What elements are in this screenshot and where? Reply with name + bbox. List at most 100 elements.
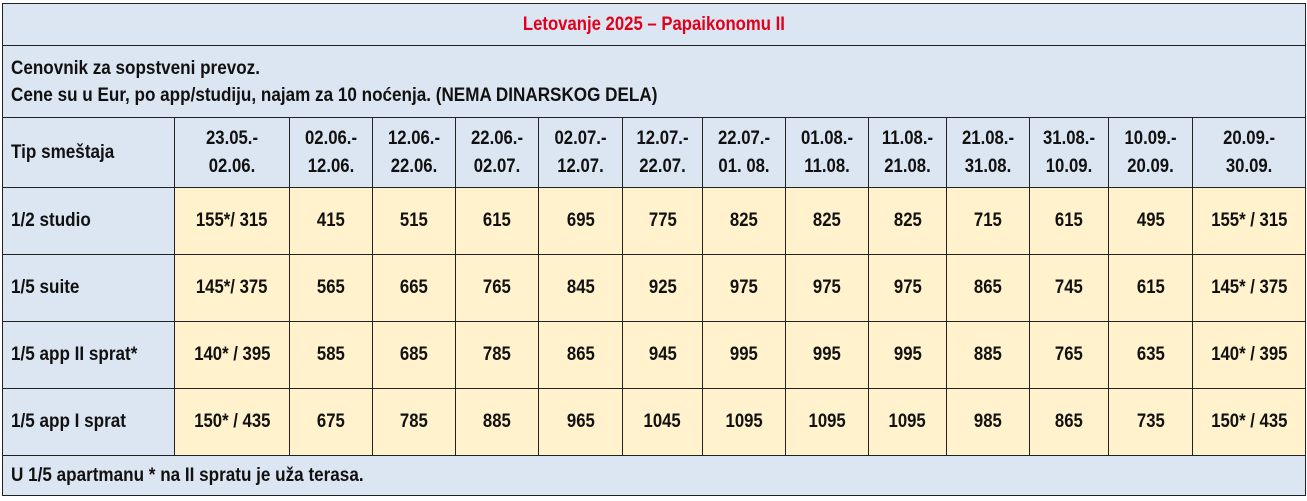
price-cell: 615 xyxy=(1108,254,1193,322)
price-cell: 765 xyxy=(455,254,539,322)
period-start: 11.08.- xyxy=(881,127,934,149)
price-cell: 785 xyxy=(455,321,539,389)
price-value: 515 xyxy=(400,210,428,231)
column-header-period: 02.07.- 12.07. xyxy=(538,117,623,188)
price-value: 885 xyxy=(483,411,511,432)
price-value: 825 xyxy=(893,210,922,231)
period-end: 10.09. xyxy=(1045,155,1093,177)
price-value: 995 xyxy=(813,344,841,365)
price-cell: 975 xyxy=(702,254,786,322)
accommodation-type: 1/2 studio xyxy=(2,187,175,255)
price-cell: 825 xyxy=(785,187,869,255)
price-cell: 965 xyxy=(538,388,623,456)
column-header-period: 10.09.- 20.09. xyxy=(1108,117,1193,188)
accommodation-type: 1/5 app I sprat xyxy=(2,388,175,456)
price-value: 845 xyxy=(566,277,595,298)
price-value: 615 xyxy=(1055,210,1083,231)
price-value: 1045 xyxy=(643,411,682,432)
price-value: 665 xyxy=(400,277,428,298)
column-header-period: 11.08.- 21.08. xyxy=(868,117,947,188)
price-value: 495 xyxy=(1136,210,1165,231)
period-start: 12.06.- xyxy=(387,127,441,149)
price-cell: 145*/ 375 xyxy=(174,254,290,322)
price-cell: 615 xyxy=(1029,187,1109,255)
accommodation-type: 1/5 app II sprat* xyxy=(2,321,175,389)
price-value: 975 xyxy=(893,277,922,298)
price-cell: 885 xyxy=(455,388,539,456)
price-cell: 565 xyxy=(289,254,373,322)
table-row: 1/5 suite 145*/ 375 565 665 765 845 925 975 975 9… xyxy=(2,254,1307,322)
note-transport: Cenovnik za sopstveni prevoz. xyxy=(11,57,260,79)
column-header-period: 21.08.- 31.08. xyxy=(946,117,1030,188)
price-cell: 975 xyxy=(868,254,947,322)
notes: Cenovnik za sopstveni prevoz. Cene su u … xyxy=(1,45,1307,118)
price-cell: 825 xyxy=(868,187,947,255)
accommodation-type-label: 1/5 suite xyxy=(11,277,80,298)
price-value: 695 xyxy=(566,210,595,231)
price-cell: 885 xyxy=(946,321,1030,389)
price-value: 585 xyxy=(317,344,345,365)
period-start: 20.09.- xyxy=(1223,127,1276,149)
column-header-period: 23.05.- 02.06. xyxy=(174,117,290,188)
price-value: 985 xyxy=(974,411,1002,432)
price-value: 865 xyxy=(974,277,1002,298)
price-cell: 145* / 375 xyxy=(1191,254,1307,322)
price-value: 745 xyxy=(1055,277,1083,298)
price-cell: 1045 xyxy=(622,388,703,456)
column-header-period: 02.06.- 12.06. xyxy=(289,117,373,188)
price-value: 765 xyxy=(483,277,511,298)
period-end: 01. 08. xyxy=(718,155,770,177)
price-cell: 985 xyxy=(946,388,1030,456)
header-row: Tip smeštaja 23.05.- 02.06. 02.06.- 12.06. 1… xyxy=(2,117,1307,188)
price-cell: 665 xyxy=(372,254,456,322)
period-start: 01.08.- xyxy=(800,127,854,149)
price-value: 1095 xyxy=(808,411,846,432)
price-value: 775 xyxy=(648,210,677,231)
price-value: 865 xyxy=(1055,411,1083,432)
column-header-period: 31.08.- 10.09. xyxy=(1029,117,1109,188)
notes-row: Cenovnik za sopstveni prevoz. Cene su u … xyxy=(1,45,1307,118)
price-cell: 675 xyxy=(289,388,373,456)
period-end: 20.09. xyxy=(1127,155,1174,177)
price-value: 995 xyxy=(730,344,758,365)
price-value: 145*/ 375 xyxy=(196,277,268,298)
price-cell: 415 xyxy=(289,187,373,255)
column-header-type-label: Tip smeštaja xyxy=(11,141,115,163)
period-start: 22.06.- xyxy=(470,127,524,149)
price-cell: 715 xyxy=(946,187,1030,255)
period-end: 12.06. xyxy=(307,155,355,177)
period-end: 02.06. xyxy=(208,155,256,177)
price-cell: 155* / 315 xyxy=(1191,187,1307,255)
price-cell: 150* / 435 xyxy=(174,388,290,456)
price-value: 150* / 435 xyxy=(1210,411,1288,432)
price-cell: 155*/ 315 xyxy=(174,187,290,255)
price-value: 685 xyxy=(400,344,428,365)
price-cell: 825 xyxy=(702,187,786,255)
price-value: 965 xyxy=(566,411,595,432)
price-cell: 785 xyxy=(372,388,456,456)
price-cell: 635 xyxy=(1108,321,1193,389)
note-currency: Cene su u Eur, po app/studiju, najam za … xyxy=(11,84,658,106)
price-cell: 975 xyxy=(785,254,869,322)
period-end: 30.09. xyxy=(1225,155,1273,177)
period-end: 31.08. xyxy=(964,155,1012,177)
price-cell: 745 xyxy=(1029,254,1109,322)
footnote-text: U 1/5 apartmanu * na II spratu je uža te… xyxy=(11,464,364,486)
price-cell: 995 xyxy=(868,321,947,389)
footnote: U 1/5 apartmanu * na II spratu je uža te… xyxy=(1,455,1307,496)
price-value: 415 xyxy=(317,210,345,231)
price-cell: 495 xyxy=(1108,187,1193,255)
price-value: 155* / 315 xyxy=(1210,210,1288,231)
price-cell: 615 xyxy=(455,187,539,255)
price-value: 765 xyxy=(1055,344,1083,365)
price-value: 995 xyxy=(893,344,922,365)
column-header-period: 12.07.- 22.07. xyxy=(622,117,703,188)
price-cell: 150* / 435 xyxy=(1191,388,1307,456)
price-cell: 515 xyxy=(372,187,456,255)
period-start: 02.07.- xyxy=(554,127,607,149)
price-value: 945 xyxy=(648,344,677,365)
price-value: 155*/ 315 xyxy=(196,210,268,231)
accommodation-type-label: 1/5 app II sprat* xyxy=(11,344,138,365)
price-value: 865 xyxy=(566,344,595,365)
price-cell: 695 xyxy=(538,187,623,255)
